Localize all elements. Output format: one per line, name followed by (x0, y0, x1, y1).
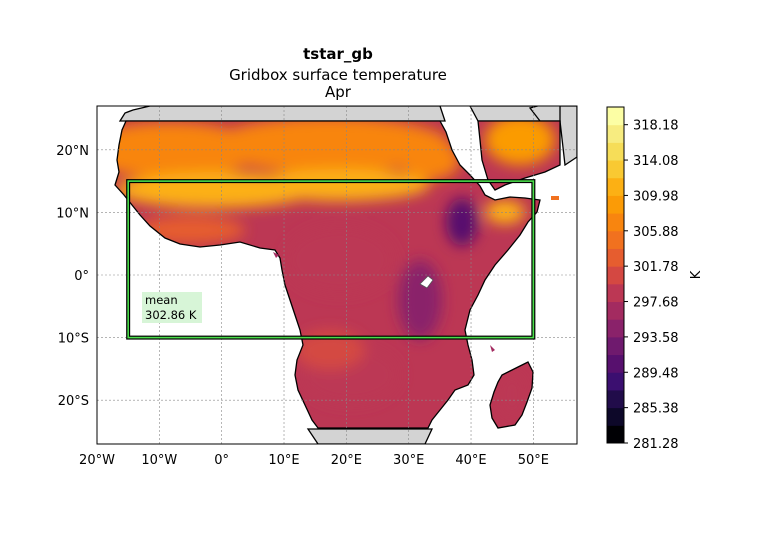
comoros-island (490, 345, 495, 352)
x-tick-label: 10°W (141, 453, 177, 468)
colorbar-tick-label: 314.08 (633, 154, 679, 169)
map-area (97, 106, 577, 444)
x-tick-label: 30°E (393, 453, 424, 468)
colorbar-tick-label: 297.68 (633, 296, 679, 311)
colorbar-segment (607, 319, 624, 338)
mean-annotation-box (142, 292, 202, 323)
colorbar-tick-label: 309.98 (633, 189, 679, 204)
colorbar-segment (607, 389, 624, 409)
y-tick-label: 20°S (58, 394, 89, 409)
x-tick-label: 10°E (268, 453, 299, 468)
colorbar-segment (607, 354, 624, 373)
socotra-island (551, 196, 559, 200)
colorbar-tick-label: 285.38 (633, 402, 679, 417)
x-tick-label: 20°W (79, 453, 115, 468)
colorbar-segment (607, 107, 624, 126)
colorbar-segment (607, 407, 624, 426)
temperature-region (250, 169, 430, 201)
colorbar-segment (607, 230, 624, 249)
colorbar-segment (607, 425, 624, 444)
colorbar-label: K (689, 270, 704, 279)
y-tick-label: 10°S (58, 332, 89, 347)
bioko-island (273, 252, 279, 258)
map-frame (96, 105, 578, 445)
y-tick-label: 20°N (56, 144, 89, 159)
colorbar-segment (607, 213, 624, 232)
colorbar-segment (607, 195, 624, 214)
colorbar: 281.28 285.38 289.48 293.58 297.68 301.78 305.… (606, 106, 679, 452)
temperature-region (285, 225, 395, 295)
colorbar-segment (607, 177, 624, 196)
mean-label: mean (145, 293, 178, 307)
colorbar-tick-label: 301.78 (633, 260, 679, 275)
chart-title: Gridbox surface temperature (229, 66, 447, 84)
colorbar-segment (607, 160, 624, 179)
x-tick-label: 40°E (455, 453, 486, 468)
temperature-region (398, 260, 442, 340)
mean-annotation: mean 302.86 K (142, 292, 202, 323)
colorbar-tick-label: 281.28 (633, 437, 679, 452)
south-africa-land (306, 428, 434, 444)
colorbar-segment (607, 142, 624, 161)
colorbar-segment (607, 266, 624, 285)
y-tick-label: 0° (74, 269, 89, 284)
colorbar-segment (607, 336, 624, 356)
y-axis: 20°N 10°N 0° 10°S 20°S (56, 144, 89, 409)
lake-victoria (419, 275, 434, 289)
colorbar-segment (607, 248, 624, 267)
temperature-region (485, 121, 555, 165)
colorbar-segment (607, 301, 624, 320)
colorbar-frame (606, 106, 625, 444)
x-axis: 20°W 10°W 0° 10°E 20°E 30°E 40°E 50°E (79, 453, 549, 468)
temperature-region (485, 200, 525, 224)
colorbar-tick-label: 293.58 (633, 331, 679, 346)
colorbar-tick-label: 305.88 (633, 225, 679, 240)
colorbar-segment (607, 283, 624, 303)
mean-value: 302.86 K (145, 308, 197, 322)
colorbar-segment (607, 372, 624, 391)
mediterranean-coast (528, 106, 561, 122)
temperature-region (496, 370, 528, 420)
chart-variable-title: tstar_gb (303, 45, 373, 63)
temperature-region (446, 198, 478, 246)
temperature-region (295, 330, 365, 370)
region-box (127, 180, 535, 339)
x-tick-label: 20°E (331, 453, 362, 468)
north-africa-land (118, 106, 446, 122)
colorbar-tick-label: 318.18 (633, 119, 679, 134)
x-tick-label: 50°E (518, 453, 549, 468)
chart-subtitle-month: Apr (325, 83, 351, 101)
colorbar-tick-label: 289.48 (633, 366, 679, 381)
temperature-region (210, 121, 450, 173)
y-tick-label: 10°N (56, 206, 89, 221)
temperature-field (115, 121, 560, 428)
x-tick-label: 0° (214, 453, 229, 468)
colorbar-segment (607, 124, 624, 143)
